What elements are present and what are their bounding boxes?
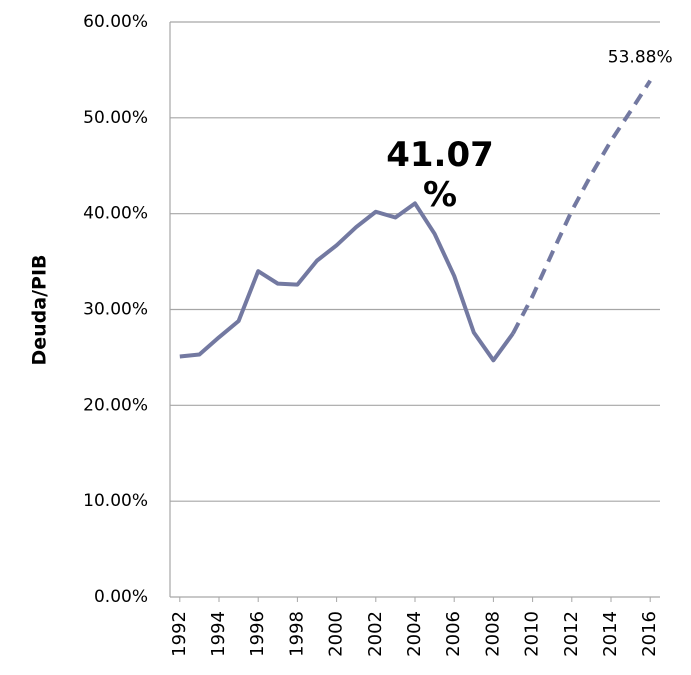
y-tick-label: 30.00% <box>83 300 148 320</box>
x-tick-label: 2010 <box>522 611 543 657</box>
y-tick-label: 20.00% <box>83 395 148 415</box>
x-tick-label: 2014 <box>600 611 621 657</box>
peak-label: 41.07 % <box>386 135 494 216</box>
x-tick-label: 1992 <box>169 611 190 657</box>
x-tick-label: 2016 <box>639 611 660 657</box>
x-tick-label: 2002 <box>365 611 386 657</box>
x-tick-label: 2012 <box>561 611 582 657</box>
y-axis-label: Deuda/PIB <box>29 254 51 365</box>
y-tick-label: 40.00% <box>83 204 148 224</box>
x-tick-label: 2000 <box>326 611 347 657</box>
x-tick-label: 2006 <box>443 611 464 657</box>
data-line <box>511 79 652 335</box>
x-tick-label: 1994 <box>208 611 229 657</box>
x-tick-label: 1998 <box>286 611 307 657</box>
end-label: 53.88% <box>608 48 673 68</box>
x-tick-label: 1996 <box>247 611 268 657</box>
data-line <box>179 201 515 363</box>
y-tick-label: 60.00% <box>83 12 148 32</box>
y-tick-label: 50.00% <box>83 108 148 128</box>
x-tick-label: 2008 <box>482 611 503 657</box>
x-tick-label: 2004 <box>404 611 425 657</box>
y-tick-label: 0.00% <box>94 587 148 607</box>
y-tick-label: 10.00% <box>83 491 148 511</box>
